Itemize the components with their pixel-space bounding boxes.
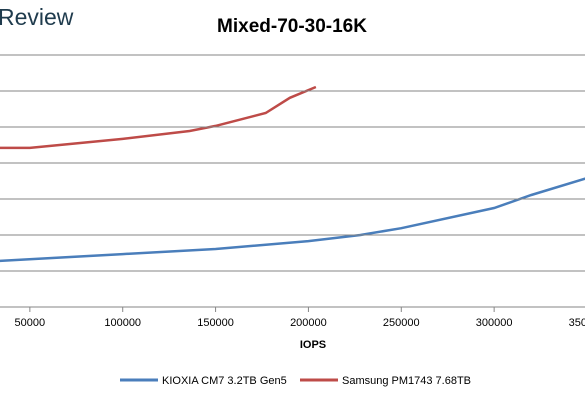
x-tick-label: 350000 <box>569 317 585 329</box>
watermark: Review <box>0 4 74 30</box>
x-tick-label: 250000 <box>383 317 420 329</box>
x-tick-label: 50000 <box>15 317 46 329</box>
series-line <box>0 85 317 150</box>
legend-label: KIOXIA CM7 3.2TB Gen5 <box>162 375 287 387</box>
x-tick-label: 300000 <box>476 317 513 329</box>
x-tick-label: 150000 <box>197 317 234 329</box>
x-tick-label: 200000 <box>290 317 327 329</box>
legend-label: Samsung PM1743 7.68TB <box>342 375 471 387</box>
series-line <box>0 177 585 263</box>
x-tick-label: 100000 <box>104 317 141 329</box>
chart-title: Mixed-70-30-16K <box>217 16 367 37</box>
x-axis-label: IOPS <box>300 339 326 351</box>
